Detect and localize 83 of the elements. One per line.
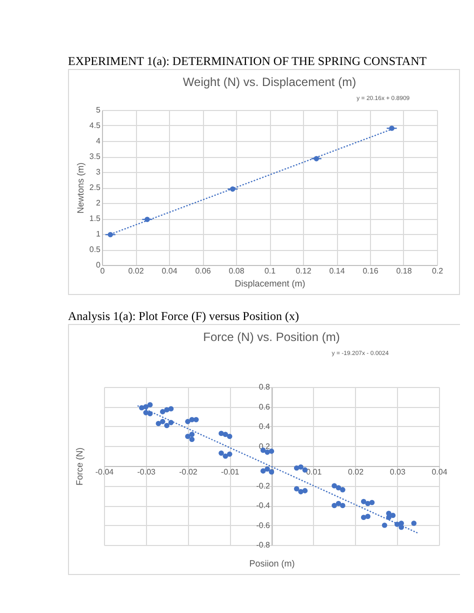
y-tick-label: 0.8 xyxy=(258,382,271,392)
point xyxy=(340,502,346,508)
point xyxy=(264,450,270,455)
point xyxy=(369,500,375,506)
y-tick-label: 3 xyxy=(96,168,102,176)
point xyxy=(147,402,153,408)
point xyxy=(222,453,228,459)
y-tick-label: -0.8 xyxy=(256,540,271,550)
point xyxy=(298,489,304,494)
chart-title: Weight (N) vs. Displacement (m) xyxy=(182,75,356,89)
y-tick-label: 0.4 xyxy=(258,422,271,431)
y-tick-label: -0.6 xyxy=(256,520,271,530)
x-tick-label: -0.03 xyxy=(137,468,156,476)
point xyxy=(398,520,404,526)
y-tick-label: -0.4 xyxy=(256,501,271,510)
point xyxy=(185,418,190,424)
point xyxy=(160,409,166,414)
y-tick-label: 0 xyxy=(96,260,102,270)
y-tick-label: 3.5 xyxy=(89,152,102,161)
point xyxy=(189,436,195,442)
point xyxy=(390,512,396,518)
point xyxy=(340,487,346,492)
y-axis-title: Force (N) xyxy=(74,448,85,486)
point xyxy=(218,450,224,456)
point xyxy=(168,420,174,426)
x-tick-label: 0.03 xyxy=(390,468,406,476)
x-tick-label: 0.14 xyxy=(329,266,346,276)
x-tick-label: -0.01 xyxy=(221,468,240,476)
point xyxy=(268,448,274,454)
x-tick-label: -0.02 xyxy=(179,468,198,476)
point xyxy=(189,432,195,438)
point xyxy=(294,486,300,492)
y-tick-label: 1.5 xyxy=(89,214,102,223)
x-tick-label: 0.04 xyxy=(432,468,448,476)
y-tick-label: 1 xyxy=(96,230,102,238)
x-tick-label: 0.02 xyxy=(348,468,364,476)
y-tick-label: 2.5 xyxy=(89,183,102,192)
point xyxy=(185,434,190,440)
y-tick-label: 5 xyxy=(96,106,102,114)
point xyxy=(332,483,337,488)
text: EXPERIMENT 1(a): DETERMINATION OF THE SPRING CONSTANT xyxy=(68,54,428,69)
point xyxy=(147,411,153,416)
x-tick-label: 0.1 xyxy=(264,266,276,276)
y-axis-title: Newtons (m) xyxy=(75,162,86,214)
x-tick-label: 0.2 xyxy=(432,266,444,276)
point xyxy=(336,485,342,490)
y-tick-label: -0.2 xyxy=(256,481,271,490)
point xyxy=(260,468,266,474)
point xyxy=(336,500,342,506)
point xyxy=(143,404,149,410)
point xyxy=(168,406,174,412)
x-tick-label: 0.16 xyxy=(362,266,379,276)
point xyxy=(164,422,170,428)
point xyxy=(411,520,417,526)
y-tick-label: 4.5 xyxy=(89,121,102,130)
x-tick-label: 0.12 xyxy=(296,266,312,276)
point xyxy=(264,466,270,472)
point xyxy=(382,522,388,528)
point xyxy=(218,430,224,436)
point xyxy=(226,434,232,440)
point xyxy=(164,407,170,412)
x-axis-title: Displacement (m) xyxy=(234,278,306,288)
point xyxy=(298,464,304,470)
chart-title: Force (N) vs. Position (m) xyxy=(203,330,340,344)
y-tick-label: 2 xyxy=(96,198,102,208)
x-tick-label: 0.06 xyxy=(195,266,212,276)
x-tick-label: 0.04 xyxy=(162,266,178,276)
x-tick-label: -0.04 xyxy=(95,468,114,476)
x-tick-label: 0.02 xyxy=(128,266,144,276)
y-tick-label: 4 xyxy=(96,136,102,146)
point xyxy=(332,502,337,508)
text: Analysis 1(a): Plot Force (F) versus Position (x) xyxy=(68,309,300,324)
point xyxy=(360,498,366,504)
point xyxy=(302,488,308,494)
x-axis-title: Posiion (m) xyxy=(249,558,295,568)
y-tick-label: 0.5 xyxy=(89,245,102,254)
point xyxy=(226,452,232,457)
point xyxy=(365,514,370,520)
x-tick-label: 0.08 xyxy=(228,266,245,276)
point xyxy=(160,418,166,424)
point xyxy=(156,420,162,426)
x-tick-label: 0.18 xyxy=(396,266,412,276)
y-tick-label: 0.6 xyxy=(258,402,271,412)
